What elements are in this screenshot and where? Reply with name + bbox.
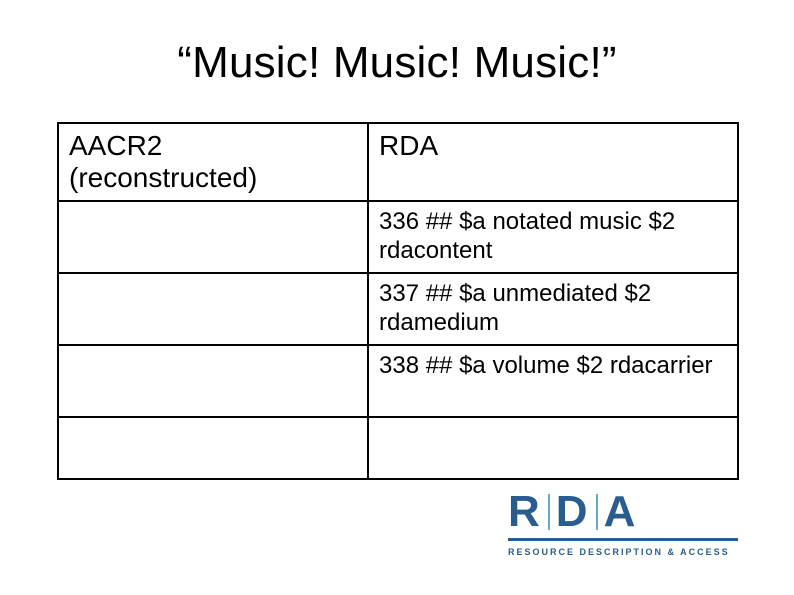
cell-left bbox=[58, 273, 368, 345]
table-header-row: AACR2 (reconstructed) RDA bbox=[58, 123, 738, 201]
table-row: 338 ## $a volume $2 rdacarrier bbox=[58, 345, 738, 417]
cell-right: 338 ## $a volume $2 rdacarrier bbox=[368, 345, 738, 417]
column-header-aacr2: AACR2 (reconstructed) bbox=[58, 123, 368, 201]
cell-right: 337 ## $a unmediated $2 rdamedium bbox=[368, 273, 738, 345]
logo-subtitle: RESOURCE DESCRIPTION & ACCESS bbox=[508, 547, 738, 557]
cell-right bbox=[368, 417, 738, 479]
logo-underline bbox=[508, 538, 738, 541]
logo-letter-d: D bbox=[556, 487, 590, 536]
slide: “Music! Music! Music!” AACR2 (reconstruc… bbox=[0, 0, 794, 595]
rda-logo: RDA RESOURCE DESCRIPTION & ACCESS bbox=[508, 490, 738, 557]
rda-logo-letters: RDA bbox=[508, 490, 738, 534]
logo-divider-icon bbox=[548, 494, 550, 530]
column-header-rda: RDA bbox=[368, 123, 738, 201]
comparison-table: AACR2 (reconstructed) RDA 336 ## $a nota… bbox=[57, 122, 739, 480]
table-row: 337 ## $a unmediated $2 rdamedium bbox=[58, 273, 738, 345]
logo-letter-r: R bbox=[508, 487, 542, 536]
logo-letter-a: A bbox=[604, 487, 638, 536]
cell-left bbox=[58, 345, 368, 417]
cell-right: 336 ## $a notated music $2 rdacontent bbox=[368, 201, 738, 273]
cell-left bbox=[58, 201, 368, 273]
table-row bbox=[58, 417, 738, 479]
cell-left bbox=[58, 417, 368, 479]
logo-divider-icon bbox=[596, 494, 598, 530]
slide-title: “Music! Music! Music!” bbox=[0, 38, 794, 88]
table-row: 336 ## $a notated music $2 rdacontent bbox=[58, 201, 738, 273]
